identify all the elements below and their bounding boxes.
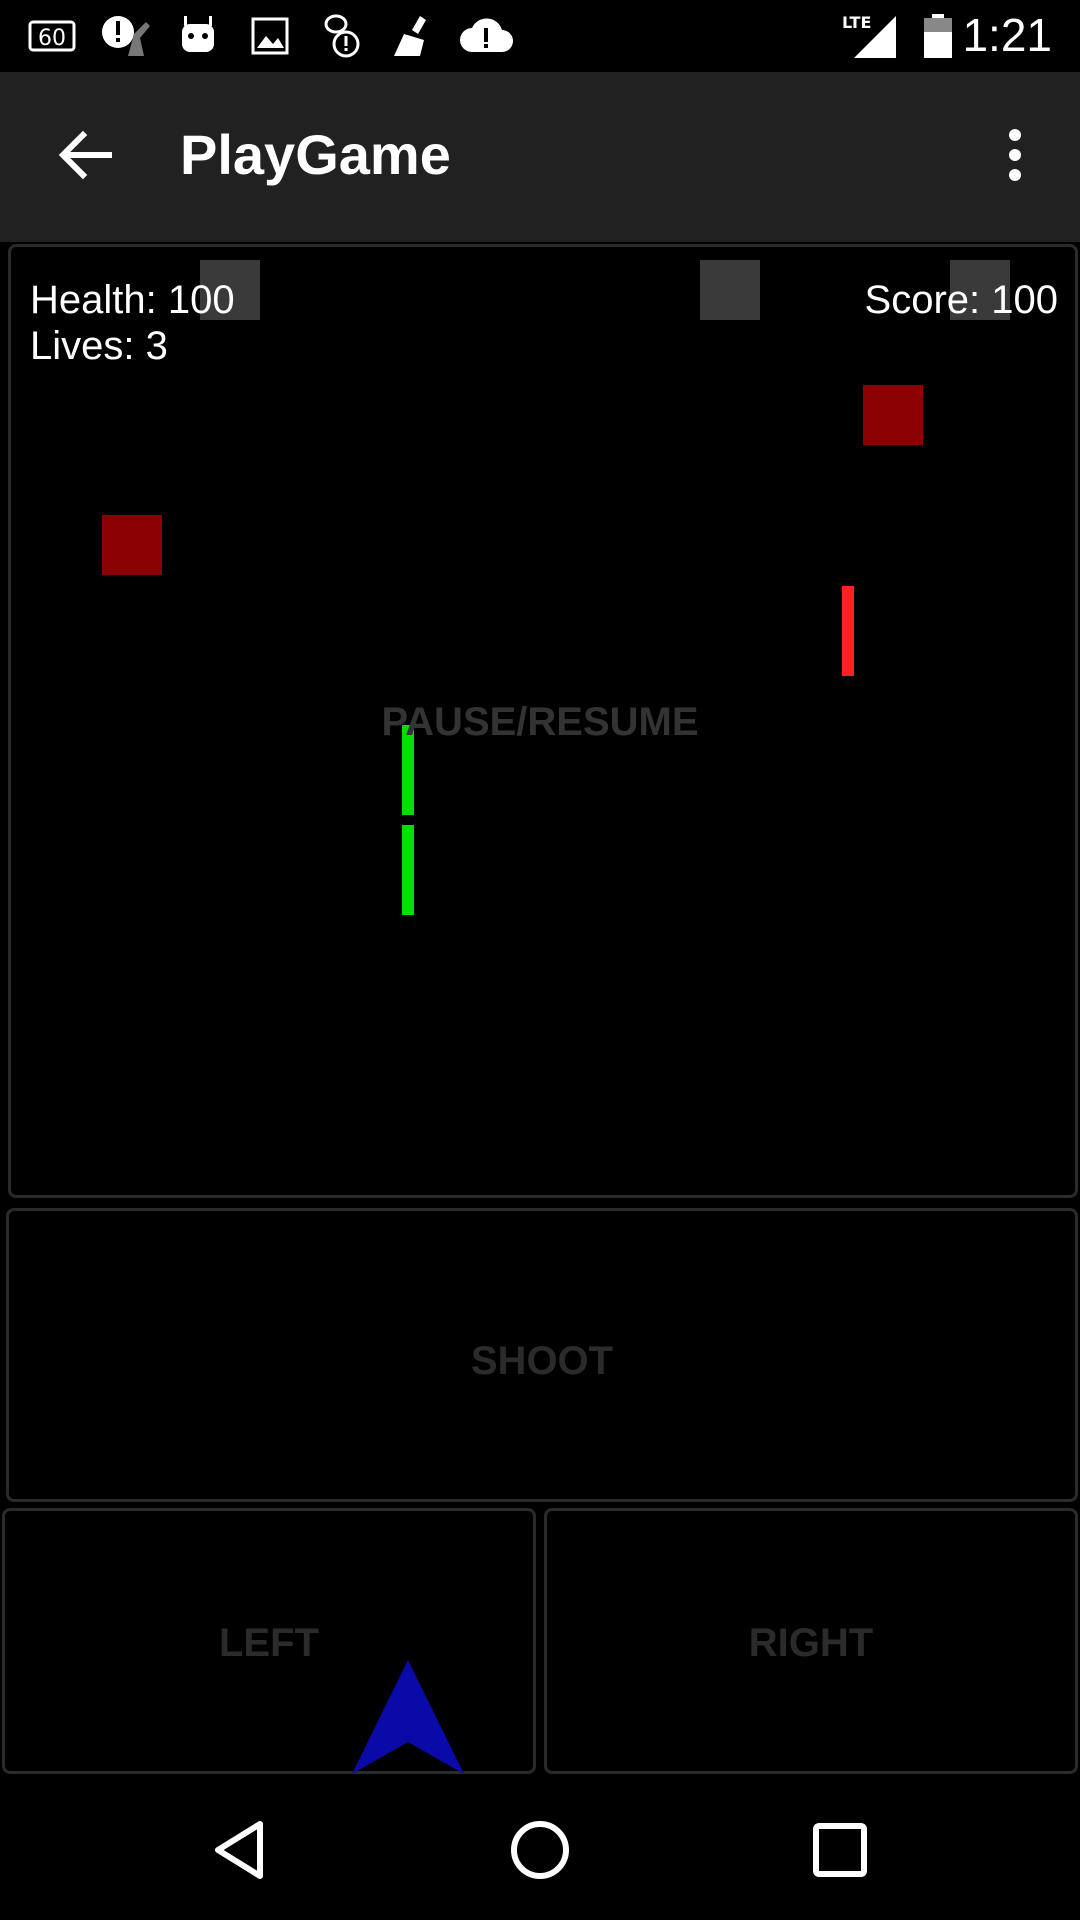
enemy-ship	[863, 385, 923, 445]
lives-text: Lives: 3	[30, 324, 168, 368]
left-label: LEFT	[219, 1621, 319, 1665]
shoot-label: SHOOT	[470, 1339, 614, 1383]
health-text: Health: 100	[30, 278, 235, 322]
nav-back-icon	[215, 1821, 263, 1879]
left-button[interactable]: LEFT	[2, 1508, 536, 1774]
image-icon	[246, 10, 294, 62]
obstacle-block	[950, 260, 1010, 320]
notification-icon	[318, 10, 366, 62]
cloud-alert-icon	[458, 10, 514, 62]
clock: 1:21	[962, 9, 1052, 61]
svg-text:LTE: LTE	[842, 13, 871, 32]
score-text: Score: 100	[864, 278, 1058, 322]
broom-icon	[388, 10, 444, 62]
more-vert-icon	[1009, 129, 1021, 181]
android-icon	[174, 10, 222, 62]
back-button[interactable]	[40, 110, 130, 200]
arrow-left-icon	[58, 130, 112, 180]
right-button[interactable]: RIGHT	[544, 1508, 1078, 1774]
player-bullet	[402, 725, 414, 815]
signal-icon: LTE	[842, 10, 902, 62]
navigation-bar	[0, 1776, 1080, 1920]
enemy-bullet	[842, 586, 854, 676]
shoot-button[interactable]: SHOOT	[6, 1208, 1078, 1502]
player-ship	[352, 1660, 464, 1774]
player-bullet	[402, 825, 414, 915]
right-label: RIGHT	[748, 1621, 874, 1665]
page-title: PlayGame	[180, 123, 451, 186]
pause-resume-label: PAUSE/RESUME	[381, 700, 699, 744]
60-fps-icon: 60	[26, 10, 82, 62]
battery-icon	[918, 10, 958, 62]
svg-text:60: 60	[38, 26, 66, 51]
nav-home-icon	[511, 1821, 569, 1879]
overflow-menu-button[interactable]	[980, 110, 1050, 200]
nav-home-button[interactable]	[500, 1810, 580, 1890]
enemy-ship	[102, 515, 162, 575]
app-toolbar	[0, 72, 1080, 242]
nav-recents-button[interactable]	[800, 1810, 880, 1890]
obstacle-block	[200, 260, 260, 320]
alert-icon	[98, 10, 154, 62]
nav-back-button[interactable]	[200, 1810, 280, 1890]
status-bar: 60	[0, 0, 1080, 72]
nav-recents-icon	[813, 1823, 867, 1877]
obstacle-block	[700, 260, 760, 320]
